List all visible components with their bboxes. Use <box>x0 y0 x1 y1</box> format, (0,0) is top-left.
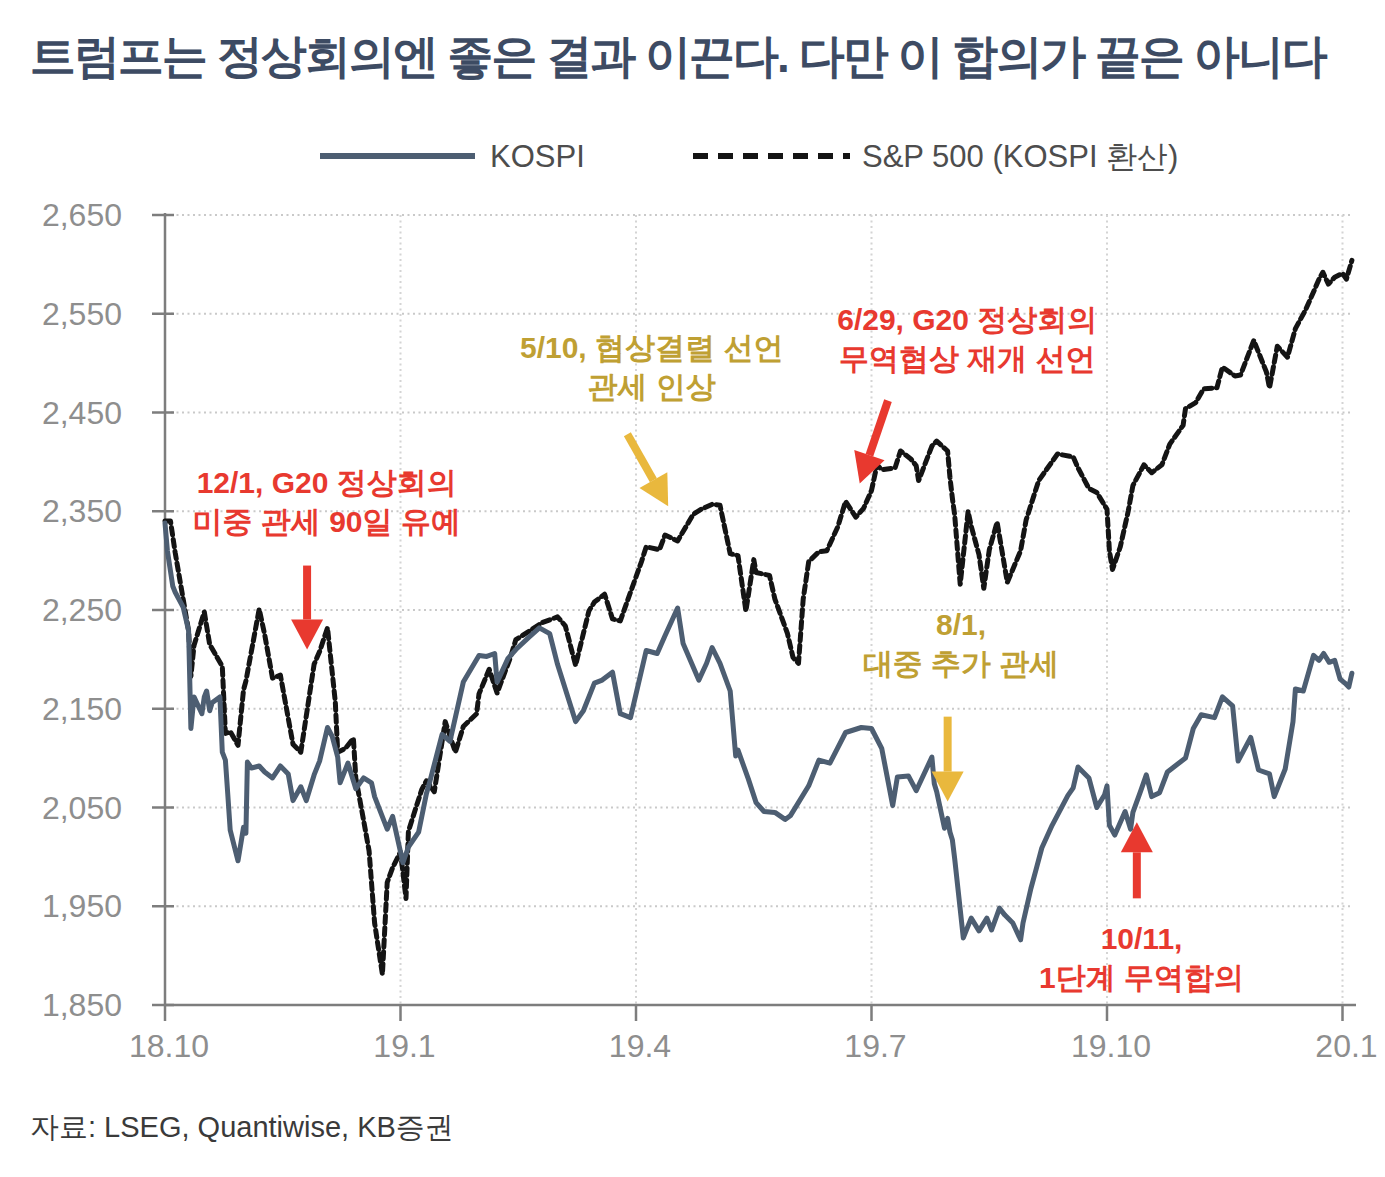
kospi-line <box>165 523 1352 940</box>
annotation-aug1-tariff: 8/1, 대중 추가 관세 <box>863 608 1060 802</box>
annotation-arrow-head <box>1121 822 1153 852</box>
y-tick-label: 2,350 <box>42 493 122 529</box>
chart-canvas: 1,850 1,950 2,050 2,150 2,250 2,350 2,450 2,550… <box>0 0 1385 1177</box>
annotation-text: 미중 관세 90일 유예 <box>193 505 461 538</box>
y-tick-label: 2,450 <box>42 395 122 431</box>
annotation-arrow-shaft <box>627 434 653 480</box>
annotation-may10-tariff: 5/10, 협상결렬 선언관세 인상 <box>520 331 783 506</box>
chart-figure: 트럼프는 정상회의엔 좋은 결과 이끈다. 다만 이 합의가 끝은 아니다 1,… <box>0 0 1385 1177</box>
annotation-text: 12/1, G20 정상회의 <box>197 466 457 499</box>
y-tick-label: 2,250 <box>42 592 122 628</box>
legend-sp500-label: S&P 500 (KOSPI 환산) <box>862 139 1178 174</box>
y-tick-label: 1,850 <box>42 987 122 1023</box>
annotation-text: 대중 추가 관세 <box>863 647 1060 680</box>
annotation-text: 관세 인상 <box>588 370 716 403</box>
x-tick-label: 19.1 <box>373 1028 435 1064</box>
x-tick-label: 19.4 <box>609 1028 671 1064</box>
annotation-text: 6/29, G20 정상회의 <box>837 303 1097 336</box>
x-tick-label: 19.10 <box>1071 1028 1151 1064</box>
annotation-text: 10/11, <box>1101 922 1183 955</box>
x-tick-label: 19.7 <box>844 1028 906 1064</box>
x-tick-label: 20.1 <box>1315 1028 1377 1064</box>
y-tick-label: 2,150 <box>42 691 122 727</box>
y-tick-label: 2,050 <box>42 790 122 826</box>
source-note: 자료: LSEG, Quantiwise, KB증권 <box>30 1108 454 1148</box>
sp500-line <box>165 260 1352 974</box>
annotation-text: 무역협상 재개 선언 <box>839 342 1096 375</box>
annotation-text: 5/10, 협상결렬 선언 <box>520 331 783 364</box>
x-tick-label: 18.10 <box>129 1028 209 1064</box>
annotation-oct11-deal: 10/11, 1단계 무역합의 <box>1039 822 1244 994</box>
annotation-text: 1단계 무역합의 <box>1039 961 1244 994</box>
annotation-text: 8/1, <box>936 608 986 641</box>
legend-kospi-label: KOSPI <box>490 139 585 174</box>
legend: KOSPI S&P 500 (KOSPI 환산) <box>320 139 1178 174</box>
y-tick-label: 2,550 <box>42 296 122 332</box>
y-tick-label: 1,950 <box>42 888 122 924</box>
annotation-dec1-g20: 12/1, G20 정상회의미중 관세 90일 유예 <box>193 466 461 650</box>
y-tick-label: 2,650 <box>42 197 122 233</box>
annotation-arrow-head <box>291 620 323 650</box>
